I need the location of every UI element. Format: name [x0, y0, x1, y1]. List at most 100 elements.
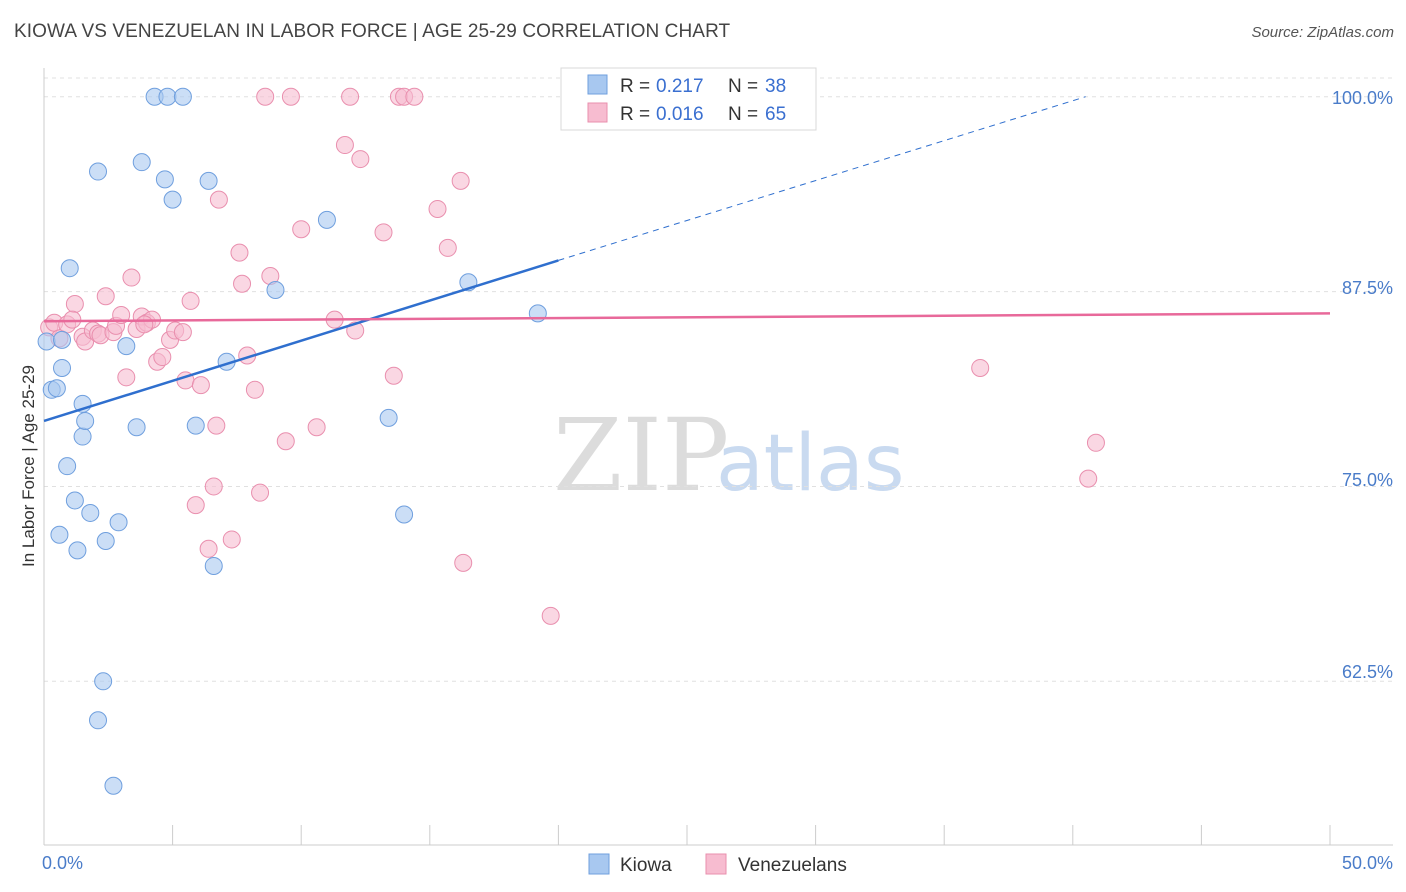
kiowa-point — [155, 170, 174, 189]
venezuelan-point — [207, 416, 226, 435]
venezuelan-point — [112, 305, 131, 324]
venezuelan-point — [173, 323, 192, 342]
kiowa-point — [186, 416, 205, 435]
venezuelan-point — [199, 539, 218, 558]
kiowa-point — [127, 418, 146, 437]
venezuelan-point — [186, 496, 205, 515]
venezuelan-point — [181, 291, 200, 310]
venezuelan-point — [245, 380, 264, 399]
venezuelan-point — [335, 136, 354, 155]
kiowa-point — [81, 503, 100, 522]
venezuelan-point — [1086, 433, 1105, 452]
series-legend: Kiowa Venezuelans — [588, 853, 847, 876]
venezuelan-point — [153, 348, 172, 367]
venezuelan-point — [204, 477, 223, 496]
venezuelan-point — [135, 315, 154, 334]
venezuelan-point — [971, 358, 990, 377]
x-tick-label-0: 0.0% — [42, 853, 83, 873]
kiowa-point — [50, 525, 69, 544]
kiowa-point — [117, 337, 136, 356]
y-axis-title: In Labor Force | Age 25-29 — [19, 365, 38, 567]
venezuelan-point — [63, 310, 82, 329]
venezuelan-point — [65, 295, 84, 314]
x-tick-label-50: 50.0% — [1342, 853, 1393, 873]
venezuelan-point — [96, 287, 115, 306]
venezuelan-point — [191, 376, 210, 395]
venezuelan-points — [40, 87, 1105, 625]
venezuelan-point — [251, 483, 270, 502]
kiowa-point — [158, 87, 177, 106]
legend-swatch-venezuelans — [587, 102, 608, 123]
kiowa-point — [379, 408, 398, 427]
venezuelan-point — [384, 366, 403, 385]
kiowa-point — [73, 427, 92, 446]
venezuelan-point — [256, 87, 275, 106]
bottom-legend-label-kiowa: Kiowa — [620, 855, 672, 876]
kiowa-point — [65, 491, 84, 510]
bottom-legend-label-venezuelans: Venezuelans — [738, 855, 847, 876]
legend-r-label-venezuelans: R = — [620, 104, 650, 125]
venezuelan-point — [451, 171, 470, 190]
venezuelan-point — [292, 220, 311, 239]
y-tick-label-62-5: 62.5% — [1342, 662, 1393, 682]
venezuelan-point — [341, 87, 360, 106]
kiowa-point — [60, 259, 79, 278]
venezuelan-point — [428, 199, 447, 218]
venezuelan-point — [1079, 469, 1098, 488]
venezuelan-point — [405, 87, 424, 106]
y-tick-label-75: 75.0% — [1342, 470, 1393, 490]
legend-n-value-venezuelans: 65 — [765, 104, 786, 125]
legend-n-value-kiowa: 38 — [765, 76, 786, 97]
venezuelan-point — [230, 243, 249, 262]
axes — [43, 68, 1393, 846]
venezuelan-point — [351, 150, 370, 169]
venezuelan-point — [541, 606, 560, 625]
kiowa-trend-extension — [558, 96, 1086, 261]
legend-r-value-venezuelans: 0.016 — [656, 104, 704, 125]
kiowa-point — [68, 541, 87, 560]
trend-lines — [43, 96, 1331, 423]
y-tick-label-87-5: 87.5% — [1342, 278, 1393, 298]
kiowa-point — [89, 162, 108, 181]
kiowa-point — [96, 532, 115, 551]
kiowa-point — [204, 556, 223, 575]
venezuelan-point — [222, 530, 241, 549]
grid-lines — [44, 77, 1393, 682]
venezuelan-point — [307, 418, 326, 437]
venezuelan-point — [276, 432, 295, 451]
watermark-atlas: atlas — [716, 419, 905, 509]
legend-swatch-kiowa — [587, 74, 608, 95]
kiowa-point — [199, 171, 218, 190]
kiowa-point — [395, 505, 414, 524]
venezuelan-point — [117, 368, 136, 387]
watermark-zip: ZIP — [553, 397, 729, 514]
venezuelan-point — [281, 87, 300, 106]
bottom-legend-swatch-kiowa — [588, 853, 610, 875]
kiowa-point — [94, 672, 113, 691]
stats-legend: R = 0.217 N = 38 R = 0.016 N = 65 — [560, 67, 817, 131]
kiowa-point — [104, 776, 123, 795]
kiowa-point — [76, 411, 95, 430]
venezuelan-point — [454, 553, 473, 572]
venezuelan-point — [209, 190, 228, 209]
kiowa-point — [53, 330, 72, 349]
kiowa-point — [53, 358, 72, 377]
legend-n-label-kiowa: N = — [728, 76, 758, 97]
venezuelan-point — [438, 238, 457, 257]
legend-r-value-kiowa: 0.217 — [656, 76, 704, 97]
kiowa-point — [58, 457, 77, 476]
kiowa-points — [37, 87, 547, 795]
kiowa-point — [173, 87, 192, 106]
kiowa-trend-line — [43, 259, 559, 423]
chart-title: KIOWA VS VENEZUELAN IN LABOR FORCE | AGE… — [14, 21, 731, 42]
chart-source: Source: ZipAtlas.com — [1251, 24, 1394, 41]
legend-r-label-kiowa: R = — [620, 76, 650, 97]
kiowa-point — [109, 513, 128, 532]
legend-n-label-venezuelans: N = — [728, 104, 758, 125]
kiowa-point — [89, 711, 108, 730]
kiowa-point — [317, 210, 336, 229]
venezuelan-point — [374, 223, 393, 242]
venezuelan-trend-line — [43, 312, 1331, 323]
